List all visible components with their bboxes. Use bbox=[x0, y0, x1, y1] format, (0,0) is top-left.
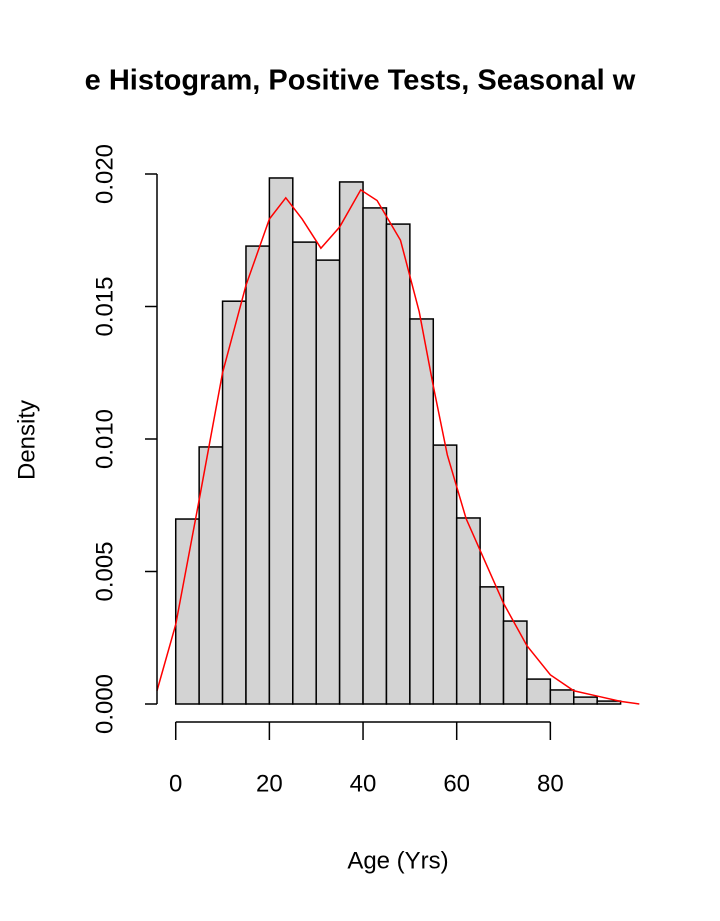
bar bbox=[245, 245, 271, 705]
bar bbox=[526, 678, 552, 705]
bar bbox=[385, 223, 411, 705]
y-tick-label: 0.020 bbox=[91, 144, 118, 204]
bar bbox=[338, 181, 364, 705]
bar bbox=[268, 177, 294, 705]
bar bbox=[315, 259, 341, 705]
bar bbox=[292, 241, 317, 705]
bar bbox=[479, 586, 505, 705]
bar bbox=[502, 620, 528, 705]
y-tick-label: 0.015 bbox=[91, 276, 118, 336]
x-tick-label: 0 bbox=[169, 770, 182, 797]
x-tick-label: 20 bbox=[256, 770, 283, 797]
x-tick-label: 80 bbox=[537, 770, 564, 797]
y-tick-label: 0.005 bbox=[91, 541, 118, 601]
x-tick-label: 60 bbox=[443, 770, 470, 797]
bar bbox=[455, 517, 481, 705]
bar bbox=[362, 207, 388, 705]
x-axis-label: Age (Yrs) bbox=[347, 847, 448, 874]
bar bbox=[573, 696, 598, 705]
bar bbox=[198, 446, 224, 705]
y-tick-label: 0.000 bbox=[91, 674, 118, 734]
x-tick-label: 40 bbox=[350, 770, 377, 797]
y-tick-label: 0.010 bbox=[91, 409, 118, 469]
y-axis-label: Density bbox=[13, 400, 40, 480]
bar bbox=[409, 318, 435, 705]
bar bbox=[596, 700, 622, 705]
bar bbox=[432, 444, 458, 705]
chart-title: e Histogram, Positive Tests, Seasonal w bbox=[85, 65, 636, 97]
bar bbox=[549, 689, 575, 705]
bar bbox=[174, 518, 200, 705]
density-line bbox=[156, 188, 640, 705]
